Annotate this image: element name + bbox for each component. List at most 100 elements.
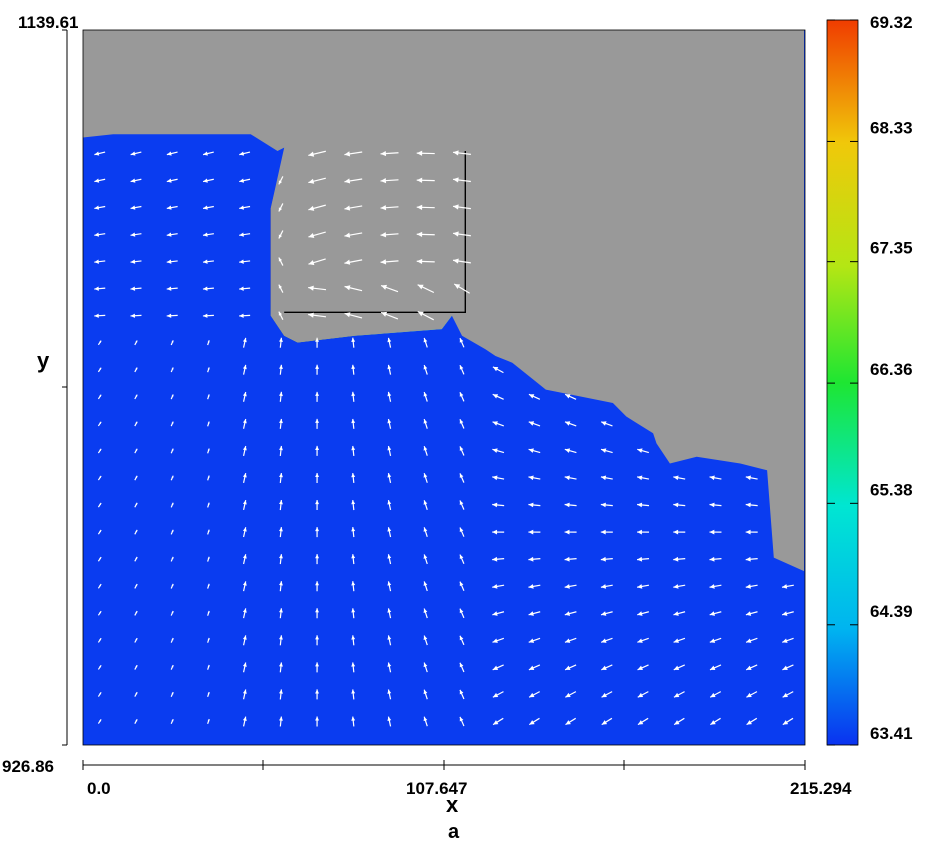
y-axis-label: y	[37, 348, 50, 373]
vector-arrow-head	[746, 638, 752, 643]
vector-arrow-head	[315, 337, 320, 342]
vector-arrow-head	[171, 502, 174, 505]
vector-arrow-head	[315, 364, 320, 369]
vector-arrow-head	[130, 259, 136, 264]
vector-arrow-head	[130, 286, 136, 291]
vector-arrow-head	[315, 608, 320, 613]
vector-arrow-head	[242, 554, 247, 559]
vector-arrow-head	[745, 529, 751, 535]
vector-arrow-head	[242, 391, 247, 397]
y-axis: 1139.61 926.86 y	[2, 13, 79, 776]
vector-arrow-head	[459, 608, 464, 614]
vector-arrow-head	[315, 554, 320, 559]
vector-arrow-head	[782, 584, 788, 589]
figure-caption: a	[448, 821, 460, 843]
vector-arrow-head	[600, 556, 606, 562]
vector-arrow-head	[423, 608, 428, 613]
colorbar-label: 63.41	[870, 724, 913, 743]
vector-arrow-head	[423, 635, 428, 641]
vector-arrow-head	[278, 257, 283, 262]
vector-arrow-head	[171, 692, 174, 695]
vector-arrow-head	[344, 205, 351, 211]
x-tick-label-1: 107.647	[406, 779, 467, 798]
colorbar-label: 64.39	[870, 602, 913, 621]
vector-arrow-head	[423, 365, 428, 370]
vector-arrow-head	[130, 151, 136, 156]
vector-arrow-head	[416, 150, 423, 156]
vector-arrow-head	[99, 340, 102, 343]
vector-arrow-head	[279, 554, 283, 559]
vector-arrow-head	[135, 611, 138, 614]
vector-arrow-head	[745, 556, 751, 562]
vector-arrow-head	[423, 662, 428, 668]
vector-arrow-head	[94, 205, 100, 210]
vector-arrow-head	[171, 529, 174, 533]
vector-arrow-head	[135, 394, 138, 397]
vector-arrow-head	[130, 232, 136, 237]
vector-arrow-head	[459, 662, 464, 668]
vector-arrow-head	[203, 205, 208, 210]
vector-arrow-head	[242, 364, 247, 370]
vector-arrow-head	[459, 635, 464, 641]
vector-arrow-head	[171, 421, 174, 424]
vector-arrow-head	[709, 556, 715, 562]
vector-arrow-head	[279, 662, 283, 667]
vector-arrow-head	[207, 340, 210, 343]
vector-arrow-head	[135, 475, 138, 479]
vector-arrow-head	[492, 692, 499, 698]
vector-arrow-head	[529, 720, 535, 725]
vector-arrow-head	[417, 311, 424, 317]
vector-arrow-head	[239, 259, 244, 264]
vector-arrow-head	[493, 720, 499, 725]
vector-arrow-head	[637, 665, 643, 670]
vector-arrow-head	[387, 662, 392, 667]
vector-arrow-head	[459, 446, 464, 451]
vector-arrow-head	[423, 337, 428, 343]
vector-arrow-head	[351, 418, 356, 424]
vector-arrow-head	[203, 151, 208, 156]
vector-arrow-head	[637, 611, 643, 616]
vector-arrow-head	[416, 231, 423, 237]
vector-arrow-head	[279, 500, 283, 505]
vector-arrow-head	[492, 366, 499, 372]
vector-arrow-head	[423, 500, 428, 505]
vector-arrow-head	[380, 259, 387, 265]
vector-arrow-head	[453, 177, 459, 183]
vector-arrow-head	[308, 260, 315, 266]
vector-arrow-head	[673, 611, 679, 616]
vector-arrow-head	[315, 716, 320, 721]
vector-arrow-head	[94, 259, 99, 264]
vector-arrow-head	[492, 448, 498, 453]
vector-arrow-head	[171, 394, 174, 397]
vector-arrow-head	[166, 151, 172, 156]
vector-arrow-head	[279, 337, 283, 342]
vector-arrow-head	[166, 232, 172, 237]
vector-arrow-head	[459, 392, 464, 397]
vector-arrow-head	[135, 638, 138, 641]
colorbar-gradient	[826, 19, 859, 746]
velocity-vectors	[94, 150, 794, 727]
vector-arrow-head	[99, 448, 102, 452]
vector-arrow-head	[202, 313, 208, 318]
vector-arrow-head	[423, 392, 428, 397]
vector-arrow-head	[279, 581, 283, 586]
vector-arrow-head	[459, 554, 464, 560]
vector-arrow-head	[528, 394, 535, 399]
vector-arrow-head	[601, 421, 607, 426]
vector-arrow-head	[387, 635, 392, 640]
vector-arrow-head	[279, 689, 283, 694]
vector-arrow-head	[166, 259, 172, 264]
vector-arrow-head	[308, 232, 315, 238]
vector-arrow-head	[351, 445, 356, 451]
vector-arrow-head	[528, 502, 534, 508]
vector-arrow-head	[171, 475, 174, 478]
vector-arrow-head	[239, 232, 244, 237]
colorbar: 69.32 68.33 67.35 66.36 65.38 64.39 63.41	[826, 13, 913, 746]
vector-arrow-head	[673, 502, 679, 508]
vector-arrow-head	[564, 529, 570, 535]
vector-arrow-head	[746, 665, 752, 670]
vector-arrow-head	[94, 151, 100, 156]
vector-arrow-head	[242, 418, 247, 424]
vector-arrow-head	[99, 421, 102, 425]
